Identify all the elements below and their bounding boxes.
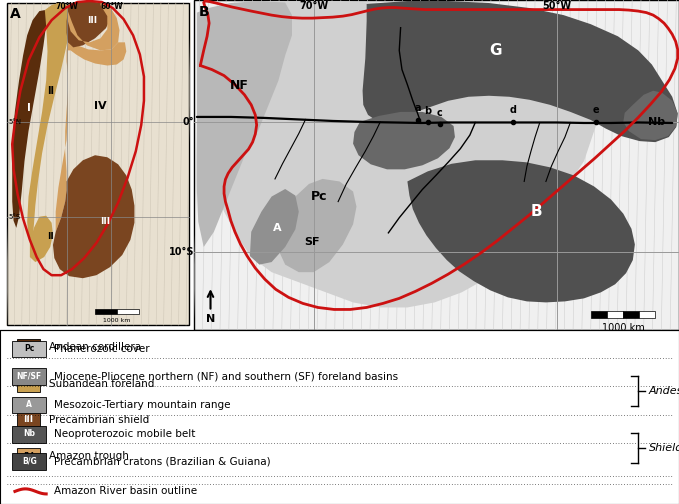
Polygon shape (277, 179, 356, 272)
Polygon shape (53, 155, 134, 278)
Text: Pc: Pc (24, 344, 35, 353)
Text: III: III (100, 217, 110, 226)
Text: I: I (26, 103, 31, 113)
Bar (194, 0, 679, 330)
Bar (7, 3, 189, 325)
Bar (7, 328, 189, 499)
Text: II: II (47, 232, 54, 241)
Text: A: A (273, 223, 281, 233)
Bar (12, 453, 46, 470)
Text: NF: NF (230, 79, 249, 92)
Text: Mesozoic-Tertiary mountain range: Mesozoic-Tertiary mountain range (54, 400, 231, 410)
Text: II: II (48, 86, 54, 96)
Text: 1000 km: 1000 km (602, 323, 644, 333)
Bar (591, 311, 607, 318)
Text: Neoproterozoic mobile belt: Neoproterozoic mobile belt (54, 429, 196, 439)
Text: 5°N: 5°N (8, 119, 21, 125)
Text: Phanerozoic cover: Phanerozoic cover (54, 344, 150, 354)
Text: Precambrian shield: Precambrian shield (49, 415, 149, 425)
Bar (12, 368, 46, 385)
Text: I: I (27, 343, 30, 352)
Text: Miocene-Pliocene northern (NF) and southern (SF) foreland basins: Miocene-Pliocene northern (NF) and south… (54, 371, 399, 382)
Text: G: G (490, 43, 502, 58)
Text: Andes: Andes (648, 386, 679, 396)
Text: Amazon River basin outline: Amazon River basin outline (54, 486, 198, 496)
Text: Amazon trough: Amazon trough (49, 451, 129, 461)
Polygon shape (68, 3, 120, 50)
Bar (607, 311, 623, 318)
Text: b: b (424, 106, 431, 116)
Text: A: A (10, 7, 21, 21)
Polygon shape (250, 189, 299, 265)
Polygon shape (353, 112, 455, 169)
Bar (17, 411, 40, 428)
Text: B: B (199, 5, 210, 19)
Bar (12, 426, 46, 443)
Bar (639, 311, 655, 318)
Bar (0, 330, 679, 504)
Bar (17, 375, 40, 392)
Text: III: III (88, 16, 97, 25)
Text: 10°S: 10°S (168, 247, 194, 257)
Text: II: II (25, 379, 32, 388)
Bar (12, 397, 46, 413)
Polygon shape (407, 160, 635, 302)
Text: Andean cordillera: Andean cordillera (49, 342, 141, 352)
Polygon shape (12, 10, 48, 228)
Text: IV: IV (23, 452, 34, 461)
Text: 1000 km: 1000 km (103, 318, 130, 323)
Text: d: d (509, 105, 516, 115)
Polygon shape (623, 91, 678, 140)
Text: B/G: B/G (22, 457, 37, 466)
Bar (117, 309, 139, 314)
Text: c: c (437, 108, 443, 118)
Text: 0°: 0° (183, 117, 194, 128)
Text: 70°W: 70°W (55, 2, 78, 11)
Text: Nb: Nb (23, 429, 35, 438)
Text: N: N (206, 314, 215, 325)
Text: Subandean foreland: Subandean foreland (49, 379, 154, 389)
Text: 70°W: 70°W (300, 1, 329, 11)
Text: 60°W: 60°W (100, 2, 123, 11)
Bar (17, 448, 40, 465)
Text: Nb: Nb (648, 117, 665, 128)
Bar (95, 309, 117, 314)
Bar (17, 339, 40, 356)
Text: e: e (593, 105, 600, 115)
Text: a: a (414, 103, 421, 113)
Polygon shape (67, 1, 111, 47)
Polygon shape (363, 1, 678, 142)
Text: NF/SF: NF/SF (16, 372, 42, 381)
Text: Pc: Pc (311, 190, 327, 203)
Polygon shape (197, 1, 292, 247)
Polygon shape (30, 216, 53, 262)
Bar (623, 311, 639, 318)
Polygon shape (27, 3, 72, 239)
Text: A: A (26, 400, 32, 409)
Text: 5°S: 5°S (8, 214, 20, 220)
Polygon shape (204, 1, 598, 307)
Text: B: B (530, 204, 543, 219)
Text: Precambrian cratons (Brazilian & Guiana): Precambrian cratons (Brazilian & Guiana) (54, 456, 271, 466)
Text: Shield: Shield (648, 443, 679, 453)
Text: SF: SF (305, 237, 320, 247)
Text: III: III (24, 415, 33, 424)
Polygon shape (56, 40, 126, 232)
Text: IV: IV (94, 101, 107, 111)
Bar (12, 341, 46, 357)
Text: 50°W: 50°W (543, 1, 571, 11)
